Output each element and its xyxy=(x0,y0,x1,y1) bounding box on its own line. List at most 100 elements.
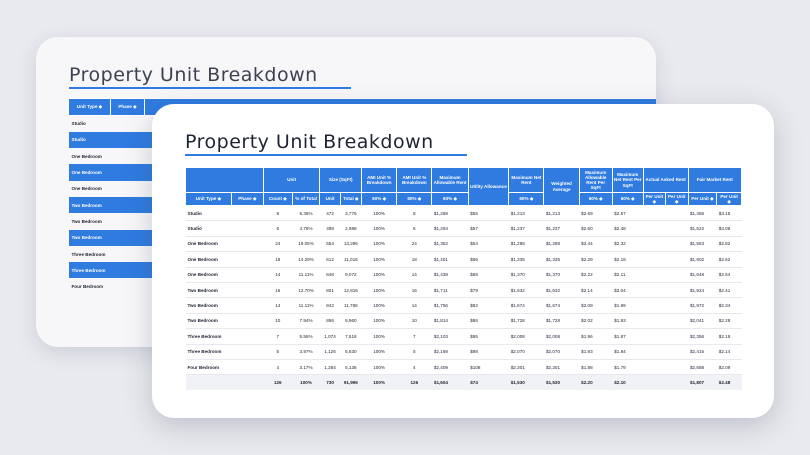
back-table-row: Three Bedroom xyxy=(69,246,657,262)
header-weighted-average[interactable]: Weighted Average xyxy=(543,167,580,206)
table-cell: $1,530 xyxy=(508,374,544,391)
table-cell xyxy=(665,251,688,268)
table-cell: 100% xyxy=(361,359,397,376)
table-cell: 11,788 xyxy=(340,297,362,314)
back-table-row: Four Bedroom xyxy=(69,278,657,294)
sort-pct-total[interactable]: % of Total xyxy=(291,192,321,206)
back-row-label: Three Bedroom xyxy=(71,251,106,257)
table-cell xyxy=(665,344,688,360)
table-cell: 100% xyxy=(361,297,397,314)
table-cell: 1,126 xyxy=(319,344,341,360)
title-underline xyxy=(185,154,467,156)
table-cell: $2,301 xyxy=(543,359,580,376)
table-cell: 612 xyxy=(319,251,341,268)
table-cell: $2.69 xyxy=(579,205,613,222)
header-max-allowable-rent-sqft: Maximum Allowable Rent Per SqFt xyxy=(578,167,613,193)
table-cell: $3.15 xyxy=(716,205,742,222)
table-cell: $1,370 xyxy=(508,267,544,283)
table-cell: 100% xyxy=(292,374,320,391)
sort-fmr-per-unit-2[interactable]: Per Unit ◆ xyxy=(716,192,742,206)
table-cell: $1,486 xyxy=(688,205,717,222)
sort-fmr-per-unit[interactable]: Per Unit ◆ xyxy=(687,192,718,206)
table-cell: $1,814 xyxy=(431,313,469,330)
table-cell: $1,237 xyxy=(543,220,580,237)
header-utility-allowance[interactable]: Utility Allowance xyxy=(467,167,510,206)
table-cell xyxy=(643,251,666,268)
unit-type-cell xyxy=(185,374,232,391)
table-cell xyxy=(643,267,666,283)
table-cell xyxy=(643,220,666,237)
table-cell: 2,988 xyxy=(340,220,362,237)
table-cell: $74 xyxy=(468,374,509,391)
table-cell: 100% xyxy=(361,236,397,253)
table-cell: 14 xyxy=(396,267,432,283)
table-cell: $2,103 xyxy=(431,328,469,345)
table-cell xyxy=(231,313,264,330)
back-row-cell xyxy=(111,213,145,229)
table-cell: 14 xyxy=(263,267,293,283)
table-cell: $1,288 xyxy=(543,236,580,253)
table-cell xyxy=(665,282,688,299)
sort-net-rent-60[interactable]: 60% ◆ xyxy=(508,192,545,206)
table-cell xyxy=(643,344,666,360)
table-cell xyxy=(665,236,688,253)
table-cell: 842 xyxy=(319,297,341,314)
sort-net-sqft-60[interactable]: 60% ◆ xyxy=(611,192,644,206)
table-cell: $86 xyxy=(468,313,509,330)
table-cell: $1.96 xyxy=(579,328,613,345)
table-cell: $1.93 xyxy=(612,313,644,330)
sort-rent-sqft-60[interactable]: 60% ◆ xyxy=(578,192,613,206)
table-cell: $1,370 xyxy=(543,267,580,283)
table-row: Three Bedroom 7 5.56% 1,074 7,518 100% 7 $2,103… xyxy=(185,328,742,345)
table-cell xyxy=(231,282,264,299)
table-cell: $2.28 xyxy=(716,313,742,330)
unit-type-cell: Studio xyxy=(185,220,232,237)
table-cell: $2.82 xyxy=(716,236,742,253)
sort-unit-type[interactable]: Unit Type ◆ xyxy=(185,192,232,206)
header-blank xyxy=(185,167,264,193)
table-cell: $2.48 xyxy=(716,374,742,391)
table-row: Three Bedroom 5 3.97% 1,126 5,630 100% 5 $2,168… xyxy=(185,344,742,360)
sort-max-rent-60[interactable]: 60% ◆ xyxy=(431,192,469,206)
table-group-header: Unit Size (SqFt) AMI Unit % Breakdown AM… xyxy=(185,167,742,206)
sort-ami2-60[interactable]: 60% ◆ xyxy=(396,192,433,206)
table-cell: 100% xyxy=(361,313,397,330)
sort-count[interactable]: Count ◆ xyxy=(262,192,293,206)
table-cell: 5,630 xyxy=(340,344,362,360)
back-row-label: Three Bedroom xyxy=(68,262,111,279)
back-row-cell xyxy=(111,246,145,262)
sort-asked-per-unit[interactable]: Per Unit ◆ xyxy=(642,192,667,206)
table-cell: 896 xyxy=(319,313,341,330)
table-cell: $2,356 xyxy=(688,328,717,345)
table-cell: $2.41 xyxy=(716,282,742,299)
sort-size-total[interactable]: Total ◆ xyxy=(339,192,363,206)
sort-asked-per-unit-2[interactable]: Per Unit ◆ xyxy=(665,192,689,206)
back-row-label: Studio xyxy=(68,131,111,149)
back-row-cell xyxy=(111,116,145,132)
table-cell: $2.11 xyxy=(612,267,644,283)
table-cell: $1.88 xyxy=(579,359,613,376)
table-cell: $2.29 xyxy=(579,251,613,268)
table-cell: 5.56% xyxy=(292,328,320,345)
table-cell: $1,924 xyxy=(688,282,717,299)
table-cell: $66 xyxy=(468,251,509,268)
table-cell: $68 xyxy=(468,267,509,283)
table-cell: $2.14 xyxy=(579,282,613,299)
table-cell: $1,438 xyxy=(431,267,469,283)
table-cell: $1,352 xyxy=(431,236,469,253)
sort-size-unit[interactable]: Unit xyxy=(319,192,341,206)
table-cell: 3.97% xyxy=(292,344,320,360)
table-cell xyxy=(231,251,264,268)
table-cell: 14 xyxy=(396,297,432,314)
sort-phase[interactable]: Phase ◆ xyxy=(230,192,264,206)
table-cell: 100% xyxy=(361,205,397,222)
back-row-label: One Bedroom xyxy=(71,153,102,159)
sort-ami-60[interactable]: 60% ◆ xyxy=(361,192,398,206)
table-cell: 4 xyxy=(263,359,293,376)
table-cell: $1,674 xyxy=(543,297,580,314)
table-cell: 14.29% xyxy=(292,251,320,268)
table-cell: 4.76% xyxy=(292,220,320,237)
unit-type-cell: Two Bedroom xyxy=(185,282,232,299)
back-row-cell xyxy=(110,196,145,214)
back-row-cell xyxy=(111,148,145,164)
